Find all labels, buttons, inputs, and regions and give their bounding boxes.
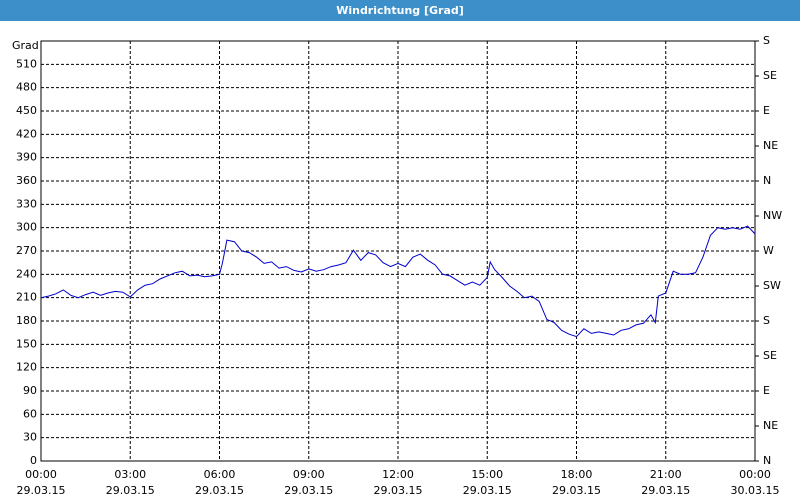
x-tick-date: 29.03.15 [374,484,423,497]
y2-tick-label: NE [763,139,778,152]
y-tick-label: 450 [16,104,37,117]
y-tick-label: 120 [16,361,37,374]
y2-tick-label: SW [763,279,781,292]
y-tick-label: 150 [16,337,37,350]
y-tick-label: 90 [23,384,37,397]
y-tick-label: 390 [16,151,37,164]
x-tick-date: 29.03.15 [552,484,601,497]
y2-tick-label: SE [763,349,777,362]
x-tick-date: 29.03.15 [195,484,244,497]
y-tick-label: 0 [30,454,37,467]
y-tick-label: 480 [16,81,37,94]
x-tick-date: 29.03.15 [641,484,690,497]
y2-tick-label: N [763,174,771,187]
x-tick-label: 21:00 [650,468,682,481]
x-tick-label: 00:00 [739,468,771,481]
y-tick-label: 240 [16,267,37,280]
x-tick-label: 06:00 [204,468,236,481]
x-tick-date: 29.03.15 [106,484,155,497]
y2-tick-label: E [763,384,770,397]
chart-title: Windrichtung [Grad] [336,4,464,17]
y-tick-label: 270 [16,244,37,257]
x-tick-label: 03:00 [114,468,146,481]
y2-tick-label: SE [763,69,777,82]
y-axis-label: Grad [12,39,39,52]
y-tick-label: 510 [16,57,37,70]
y-tick-label: 360 [16,174,37,187]
x-tick-date: 29.03.15 [463,484,512,497]
y2-tick-label: W [763,244,774,257]
x-tick-label: 12:00 [382,468,414,481]
title-bar [0,0,800,21]
y2-tick-label: NE [763,419,778,432]
x-tick-date: 29.03.15 [17,484,66,497]
x-tick-label: 15:00 [471,468,503,481]
y-tick-label: 210 [16,291,37,304]
y2-tick-label: S [763,34,770,47]
y2-tick-label: NW [763,209,782,222]
x-tick-label: 00:00 [25,468,57,481]
y-tick-label: 180 [16,314,37,327]
y-tick-label: 60 [23,407,37,420]
x-tick-label: 18:00 [561,468,593,481]
y-tick-label: 30 [23,431,37,444]
x-tick-date: 30.03.15 [731,484,780,497]
y-tick-label: 300 [16,221,37,234]
y-tick-label: 330 [16,197,37,210]
y2-tick-label: S [763,314,770,327]
y2-tick-label: E [763,104,770,117]
y-tick-label: 420 [16,127,37,140]
x-tick-date: 29.03.15 [284,484,333,497]
y2-tick-label: N [763,454,771,467]
x-tick-label: 09:00 [293,468,325,481]
data-line [40,225,756,338]
